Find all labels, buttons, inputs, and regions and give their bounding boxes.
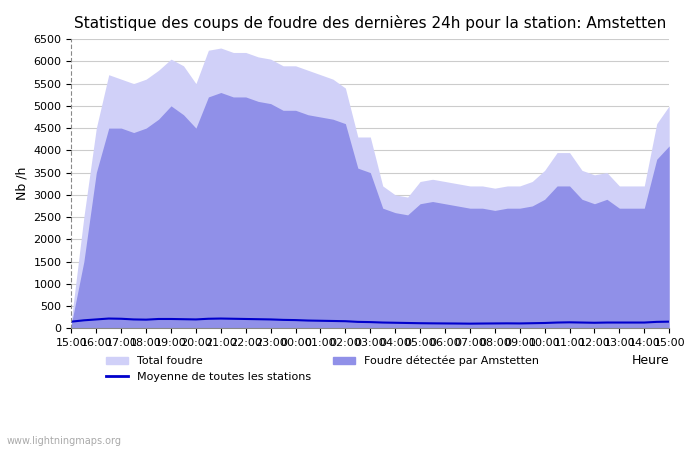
Y-axis label: Nb /h: Nb /h (15, 167, 28, 200)
Title: Statistique des coups de foudre des dernières 24h pour la station: Amstetten: Statistique des coups de foudre des dern… (74, 15, 666, 31)
X-axis label: Heure: Heure (631, 354, 669, 367)
Legend: Total foudre, Moyenne de toutes les stations, Foudre détectée par Amstetten: Total foudre, Moyenne de toutes les stat… (102, 351, 544, 387)
Text: www.lightningmaps.org: www.lightningmaps.org (7, 436, 122, 446)
